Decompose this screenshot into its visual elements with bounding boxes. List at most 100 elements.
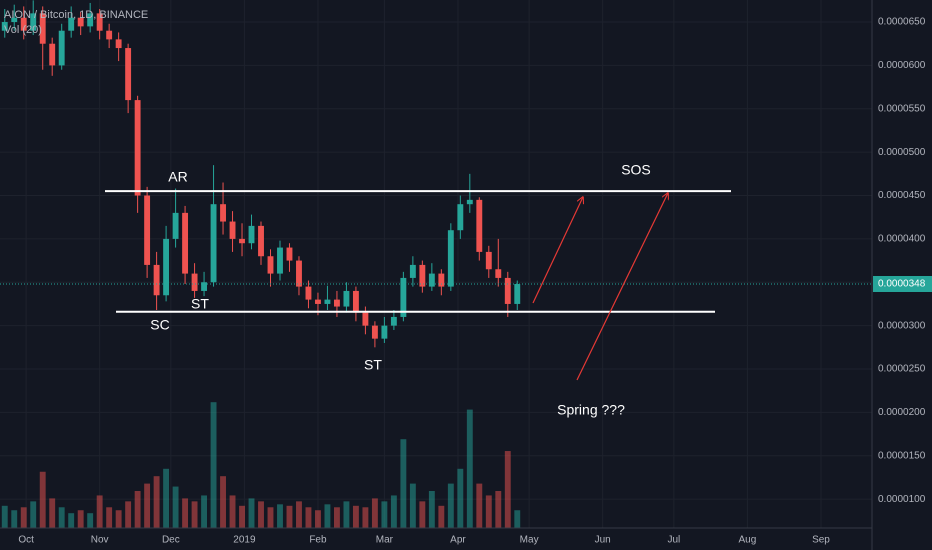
volume-bar bbox=[68, 513, 75, 528]
candle-body bbox=[30, 13, 37, 31]
y-tick-label: 0.0000550 bbox=[878, 103, 926, 114]
volume-bar bbox=[504, 451, 511, 528]
volume-bar bbox=[400, 439, 407, 528]
volume-bar bbox=[182, 498, 189, 528]
candle-body bbox=[466, 199, 473, 205]
x-tick-label: Aug bbox=[739, 535, 757, 546]
volume-bar bbox=[485, 495, 492, 528]
volume-bar bbox=[115, 510, 122, 528]
annotation: Spring ??? bbox=[557, 402, 625, 418]
chart-title: AION / Bitcoin, 1D, BINANCE bbox=[4, 9, 148, 21]
y-tick-label: 0.0000400 bbox=[878, 234, 926, 245]
volume-bar bbox=[172, 486, 179, 528]
candle-body bbox=[144, 195, 151, 265]
candle-body bbox=[220, 204, 226, 222]
volume-bar bbox=[476, 483, 483, 528]
volume-bar bbox=[438, 505, 445, 528]
volume-bar bbox=[11, 510, 18, 528]
candle-body bbox=[77, 17, 84, 27]
volume-bar bbox=[305, 507, 312, 528]
x-tick-label: Jul bbox=[667, 535, 680, 546]
volume-bar bbox=[163, 468, 170, 528]
volume-bar bbox=[30, 501, 37, 528]
candle-body bbox=[106, 30, 113, 40]
y-tick-label: 0.0000500 bbox=[878, 147, 926, 158]
volume-bar bbox=[333, 507, 340, 528]
candle-body bbox=[182, 212, 189, 274]
candle-body bbox=[381, 325, 388, 339]
x-tick-label: Apr bbox=[450, 535, 466, 546]
volume-bar bbox=[87, 513, 94, 528]
candle-body bbox=[485, 251, 492, 270]
volume-bar bbox=[134, 491, 141, 528]
candle-body bbox=[476, 199, 483, 252]
candle-body bbox=[286, 247, 293, 261]
volume-bar bbox=[191, 501, 198, 528]
candle-body bbox=[58, 30, 65, 66]
candle-body bbox=[39, 13, 46, 44]
volume-bar bbox=[447, 483, 454, 528]
volume-bar bbox=[58, 507, 65, 528]
candle-body bbox=[229, 221, 236, 239]
volume-bar bbox=[390, 495, 397, 528]
volume-bar bbox=[96, 495, 103, 528]
candle-body bbox=[11, 17, 18, 23]
candle-body bbox=[163, 238, 170, 296]
candle-body bbox=[514, 283, 521, 304]
y-tick-label: 0.0000100 bbox=[878, 494, 926, 505]
volume-bar bbox=[457, 468, 464, 528]
candle-body bbox=[419, 264, 426, 287]
y-tick-label: 0.0000450 bbox=[878, 190, 926, 201]
volume-bar bbox=[267, 507, 274, 528]
x-tick-label: Mar bbox=[376, 535, 394, 546]
candle-body bbox=[495, 269, 502, 278]
volume-bar bbox=[352, 505, 359, 528]
volume-label: Vol (20) bbox=[4, 24, 42, 36]
x-tick-label: Oct bbox=[18, 535, 34, 546]
volume-bar bbox=[419, 501, 426, 528]
volume-bar bbox=[315, 510, 321, 528]
candle-body bbox=[371, 325, 378, 339]
y-tick-label: 0.0000250 bbox=[878, 364, 926, 375]
candle-body bbox=[267, 256, 274, 274]
volume-bar bbox=[210, 402, 217, 528]
volume-bar bbox=[201, 495, 208, 528]
y-tick-label: 0.0000200 bbox=[878, 407, 926, 418]
x-tick-label: Sep bbox=[812, 535, 830, 546]
candle-body bbox=[210, 204, 217, 283]
candle-body bbox=[49, 43, 56, 66]
y-tick-label: 0.0000150 bbox=[878, 450, 926, 461]
arrow bbox=[576, 193, 668, 381]
volume-bar bbox=[248, 498, 255, 528]
candle-body bbox=[343, 290, 350, 307]
candle-body bbox=[504, 277, 511, 304]
volume-bar bbox=[324, 504, 331, 528]
candle-body bbox=[248, 225, 255, 244]
volume-bar bbox=[343, 501, 350, 528]
candle-body bbox=[1, 22, 8, 31]
volume-bar bbox=[428, 491, 435, 528]
volume-bar bbox=[20, 507, 27, 528]
annotation: SC bbox=[150, 317, 169, 333]
volume-bar bbox=[286, 505, 293, 528]
volume-bar bbox=[153, 476, 160, 528]
candle-body bbox=[409, 264, 416, 278]
x-tick-label: May bbox=[520, 535, 539, 546]
y-tick-label: 0.0000300 bbox=[878, 320, 926, 331]
volume-bar bbox=[277, 504, 283, 528]
volume-bar bbox=[514, 510, 521, 528]
candle-body bbox=[400, 277, 407, 317]
candle-body bbox=[96, 13, 103, 31]
candle-body bbox=[315, 299, 321, 304]
candle-body bbox=[447, 230, 454, 287]
volume-bar bbox=[1, 505, 8, 528]
annotation: AR bbox=[168, 169, 187, 185]
y-tick-label: 0.0000600 bbox=[878, 60, 926, 71]
volume-bar bbox=[371, 498, 378, 528]
volume-bar bbox=[229, 495, 236, 528]
volume-bar bbox=[495, 491, 502, 528]
candle-body bbox=[390, 316, 397, 326]
candle-body bbox=[134, 100, 141, 196]
arrow bbox=[532, 197, 583, 304]
